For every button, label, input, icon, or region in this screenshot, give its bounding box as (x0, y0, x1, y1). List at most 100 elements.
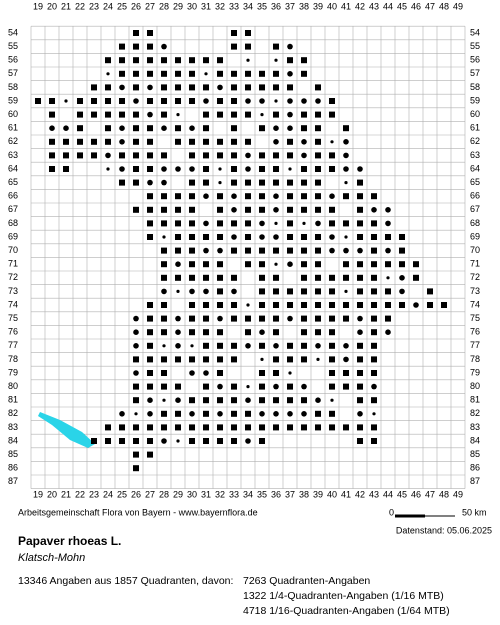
square-dot (77, 152, 83, 159)
round-dot (371, 383, 377, 390)
square-dot (287, 206, 293, 213)
square-dot (287, 302, 293, 308)
small-dot (372, 412, 376, 416)
square-dot (273, 397, 279, 404)
square-dot (147, 43, 153, 50)
square-dot (315, 206, 321, 213)
small-dot (176, 439, 180, 443)
square-dot (119, 424, 125, 431)
square-dot (371, 302, 377, 308)
round-dot (133, 329, 139, 336)
square-dot (343, 315, 349, 322)
square-dot (133, 111, 139, 118)
square-dot (175, 356, 181, 363)
square-dot (203, 234, 209, 240)
round-dot (371, 207, 377, 213)
small-dot (274, 99, 278, 103)
round-dot (231, 207, 237, 213)
square-dot (231, 356, 237, 363)
y-label: 82 (470, 408, 480, 418)
y-label: 72 (470, 272, 480, 282)
square-dot (77, 138, 83, 145)
x-label: 19 (33, 1, 43, 11)
x-label: 22 (75, 1, 85, 11)
square-dot (329, 383, 335, 390)
square-dot (371, 193, 377, 200)
x-label: 20 (47, 489, 57, 499)
square-dot (203, 315, 209, 322)
square-dot (315, 424, 321, 431)
square-dot (301, 424, 307, 431)
square-dot (357, 356, 363, 363)
square-dot (147, 193, 153, 200)
round-dot (399, 275, 405, 281)
square-dot (161, 370, 167, 376)
square-dot (357, 261, 363, 268)
square-dot (175, 383, 181, 390)
square-dot (259, 152, 265, 159)
square-dot (203, 342, 209, 349)
x-label: 27 (145, 1, 155, 11)
square-dot (91, 98, 97, 104)
square-dot (161, 220, 167, 227)
round-dot (49, 125, 55, 131)
square-dot (399, 261, 405, 268)
square-dot (231, 424, 237, 431)
square-dot (329, 288, 335, 295)
square-dot (385, 288, 391, 295)
round-dot (259, 98, 265, 104)
square-dot (273, 84, 279, 91)
square-dot (189, 438, 195, 444)
square-dot (259, 397, 265, 404)
round-dot (189, 370, 195, 376)
square-dot (427, 302, 433, 308)
x-label: 26 (131, 489, 141, 499)
round-dot (133, 370, 139, 376)
y-label: 84 (470, 435, 480, 445)
square-dot (343, 302, 349, 308)
round-dot (189, 166, 195, 172)
square-dot (357, 288, 363, 295)
square-dot (301, 166, 307, 172)
round-dot (287, 125, 293, 131)
y-label: 79 (8, 367, 18, 377)
round-dot (287, 98, 293, 104)
square-dot (287, 234, 293, 240)
square-dot (161, 84, 167, 91)
square-dot (217, 138, 223, 145)
square-dot (77, 111, 83, 118)
square-dot (371, 342, 377, 349)
square-dot (133, 138, 139, 145)
square-dot (35, 98, 41, 104)
square-dot (63, 138, 69, 145)
square-dot (147, 166, 153, 172)
square-dot (105, 84, 111, 91)
square-dot (231, 166, 237, 172)
square-dot (315, 166, 321, 172)
square-dot (91, 84, 97, 91)
square-dot (147, 98, 153, 104)
round-dot (315, 397, 321, 404)
square-dot (189, 152, 195, 159)
square-dot (217, 274, 223, 281)
square-dot (231, 138, 237, 145)
square-dot (147, 70, 153, 77)
square-dot (203, 111, 209, 118)
round-dot (343, 166, 349, 172)
square-dot (259, 206, 265, 213)
square-dot (329, 410, 335, 417)
y-label: 76 (470, 327, 480, 337)
square-dot (217, 98, 223, 104)
square-dot (161, 247, 167, 254)
y-label: 74 (470, 299, 480, 309)
square-dot (189, 84, 195, 91)
square-dot (245, 43, 251, 50)
square-dot (287, 288, 293, 295)
square-dot (63, 166, 69, 172)
x-label: 23 (89, 1, 99, 11)
x-label: 23 (89, 489, 99, 499)
round-dot (217, 84, 223, 91)
square-dot (217, 152, 223, 159)
square-dot (175, 247, 181, 254)
x-label: 37 (285, 1, 295, 11)
